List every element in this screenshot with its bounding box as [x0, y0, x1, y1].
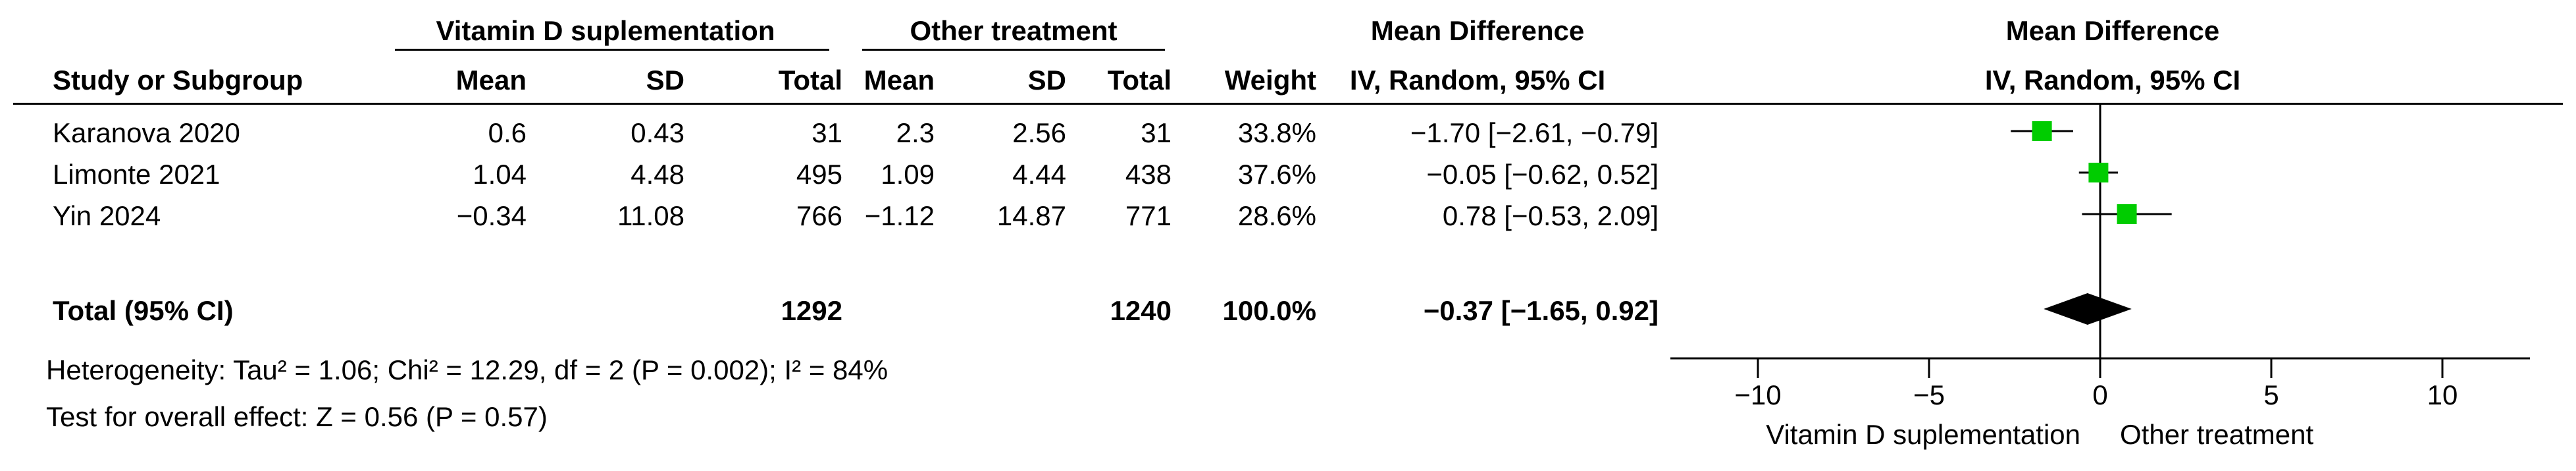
study-total2: 771 [1125, 200, 1172, 231]
study-effect-marker [2117, 204, 2137, 224]
study-weight: 33.8% [1237, 117, 1316, 148]
study-column-header: Study or Subgroup [53, 65, 303, 96]
study-ci: −0.05 [−0.62, 0.52] [1426, 159, 1659, 190]
study-mean2: −1.12 [864, 200, 935, 231]
total-weight: 100.0% [1222, 295, 1316, 326]
study-name: Yin 2024 [53, 200, 161, 231]
study-weight: 28.6% [1237, 200, 1316, 231]
effect-header-2: IV, Random, 95% CI [1349, 65, 1606, 96]
study-name: Karanova 2020 [53, 117, 240, 148]
plot-header-1: Mean Difference [2005, 15, 2220, 46]
mean2-column-header: Mean [863, 65, 935, 96]
study-ci: −1.70 [−2.61, −0.79] [1410, 117, 1659, 148]
x-tick-label: 10 [2427, 379, 2458, 410]
study-total2: 438 [1125, 159, 1172, 190]
x-tick-label: −10 [1734, 379, 1781, 410]
study-total1: 766 [796, 200, 842, 231]
study-sd2: 2.56 [1012, 117, 1066, 148]
total1-column-header: Total [778, 65, 842, 96]
group1-header: Vitamin D suplementation [436, 15, 775, 46]
x-tick-label: 5 [2263, 379, 2279, 410]
total-ci: −0.37 [−1.65, 0.92] [1423, 295, 1659, 326]
x-tick-label: −5 [1913, 379, 1945, 410]
study-effect-marker [2088, 163, 2109, 182]
group2-underline [862, 49, 1165, 51]
effect-header-1: Mean Difference [1370, 15, 1585, 46]
favours-right-label: Other treatment [2120, 419, 2313, 450]
total2-column-header: Total [1107, 65, 1172, 96]
study-mean1: 0.6 [488, 117, 527, 148]
study-total1: 31 [811, 117, 842, 148]
mean1-column-header: Mean [455, 65, 527, 96]
overall-effect-text: Test for overall effect: Z = 0.56 (P = 0… [46, 401, 548, 432]
study-mean1: −0.34 [456, 200, 527, 231]
study-total1: 495 [796, 159, 842, 190]
study-weight: 37.6% [1237, 159, 1316, 190]
plot-header-2: IV, Random, 95% CI [1984, 65, 2241, 96]
study-sd1: 11.08 [617, 200, 684, 231]
study-name: Limonte 2021 [53, 159, 220, 190]
x-tick-label: 0 [2092, 379, 2107, 410]
heterogeneity-text: Heterogeneity: Tau² = 1.06; Chi² = 12.29… [46, 354, 889, 385]
study-ci: 0.78 [−0.53, 2.09] [1442, 200, 1659, 231]
group2-header: Other treatment [910, 15, 1118, 46]
group1-underline [395, 49, 829, 51]
study-effect-marker [2032, 121, 2052, 141]
study-sd1: 4.48 [631, 159, 684, 190]
sd2-column-header: SD [1027, 65, 1066, 96]
header-rule [13, 103, 2563, 105]
total-label: Total (95% CI) [53, 295, 234, 326]
weight-column-header: Weight [1224, 65, 1316, 96]
study-sd2: 4.44 [1012, 159, 1066, 190]
total-n2: 1240 [1110, 295, 1172, 326]
study-sd1: 0.43 [631, 117, 684, 148]
study-mean2: 1.09 [881, 159, 935, 190]
sd1-column-header: SD [646, 65, 684, 96]
study-total2: 31 [1141, 117, 1172, 148]
study-mean2: 2.3 [896, 117, 935, 148]
pooled-effect-diamond [2044, 293, 2132, 325]
study-mean1: 1.04 [473, 159, 527, 190]
favours-left-label: Vitamin D suplementation [1766, 419, 2080, 450]
total-n1: 1292 [781, 295, 842, 326]
study-sd2: 14.87 [996, 200, 1066, 231]
